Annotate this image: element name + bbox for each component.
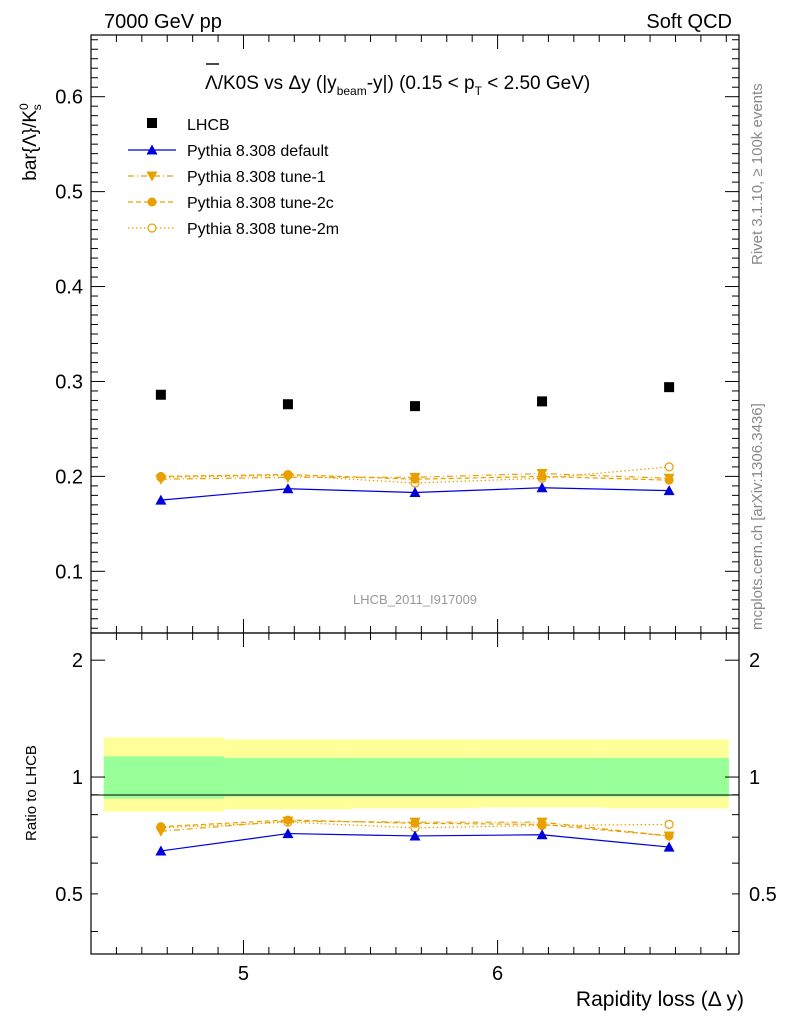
y-tick-label-0.6: 0.6 — [55, 87, 83, 109]
ratio-tick-label-right-1: 1 — [749, 767, 760, 789]
legend-entry-default: Pythia 8.308 default — [128, 143, 329, 160]
series-2-point-3 — [536, 469, 548, 480]
analysis-watermark: LHCB_2011_I917009 — [353, 592, 477, 607]
legend-marker-tune-2m — [147, 223, 157, 233]
band-inner-1 — [224, 757, 352, 797]
band-inner-0 — [103, 756, 225, 799]
legend-label-tune-1: Pythia 8.308 tune-1 — [187, 169, 326, 186]
ratio-plot-frame — [90, 632, 740, 955]
y-axis-label: bar{Λ}/K0s — [17, 103, 44, 181]
series-4-ratio-line — [160, 821, 670, 829]
header-left: 7000 GeV pp — [104, 11, 222, 33]
legend-label-lhcb: LHCB — [187, 117, 230, 134]
band-inner-4 — [605, 757, 729, 797]
y-tick-label-0.3: 0.3 — [55, 371, 83, 393]
ratio-tick-label-left-1: 1 — [72, 767, 83, 789]
legend-marker-lhcb — [147, 118, 157, 128]
ratio-tick-label-right-0.5: 0.5 — [749, 884, 777, 906]
series-4-point-4 — [664, 462, 674, 472]
legend-entry-tune-2c: Pythia 8.308 tune-2c — [128, 195, 334, 212]
series-1-point-0 — [155, 494, 167, 505]
y-tick-label-0.5: 0.5 — [55, 182, 83, 204]
series-2-point-1 — [282, 472, 294, 483]
plot-title: Λ/K0S vs Δy (|ybeam-y|) (0.15 < pT < 2.5… — [205, 63, 590, 98]
y-tick-label-0.2: 0.2 — [55, 466, 83, 488]
y-tick-label-0.1: 0.1 — [55, 561, 83, 583]
legend-label-default: Pythia 8.308 default — [187, 143, 329, 160]
legend-label-tune-2m: Pythia 8.308 tune-2m — [187, 221, 339, 238]
series-markers — [155, 382, 675, 856]
series-0-point-0 — [155, 389, 166, 400]
series-1-point-4 — [663, 485, 675, 496]
side-text-rivet: Rivet 3.1.10, ≥ 100k events — [749, 83, 766, 265]
legend-entry-lhcb: LHCB — [147, 117, 230, 134]
series-1-point-1 — [282, 483, 294, 494]
series-1-point-3 — [536, 482, 548, 493]
series-1-ratio-point-0 — [155, 845, 167, 856]
series-1-ratio-point-3 — [536, 829, 548, 840]
series-2-ratio-point-0 — [155, 826, 167, 837]
series-0-point-3 — [537, 396, 548, 407]
legend-entry-tune-2m: Pythia 8.308 tune-2m — [128, 221, 339, 238]
series-2-point-4 — [663, 473, 675, 484]
legend-entry-tune-1: Pythia 8.308 tune-1 — [128, 169, 326, 186]
series-1-ratio-point-1 — [282, 828, 294, 839]
series-3-line — [160, 473, 670, 481]
series-2-point-0 — [155, 474, 167, 485]
ratio-tick-label-left-2: 2 — [72, 650, 83, 672]
legend-marker-default — [146, 144, 158, 155]
series-2-ratio-point-1 — [282, 816, 294, 827]
axis-ticks: 0.1 0.2 0.3 0.4 0.5 0.6 5 6 0.5 0.5 1 1 2 2 — [55, 35, 777, 985]
x-axis-label: Rapidity loss (Δ y) — [576, 988, 744, 1011]
y-tick-label-0.4: 0.4 — [55, 277, 83, 299]
x-tick-label-6: 6 — [492, 963, 503, 985]
header-right: Soft QCD — [646, 11, 732, 33]
series-0-point-2 — [410, 401, 420, 412]
series-2-ratio-point-3 — [536, 817, 548, 828]
ratio-tick-label-right-2: 2 — [749, 650, 760, 672]
x-tick-label-5: 5 — [238, 963, 249, 985]
series-2-ratio-point-4 — [663, 831, 675, 842]
series-4-ratio-point-4 — [664, 819, 674, 830]
series-3-ratio-line — [160, 819, 670, 837]
legend-label-tune-2c: Pythia 8.308 tune-2c — [187, 195, 334, 212]
band-inner-2 — [351, 757, 479, 797]
series-0-point-4 — [664, 382, 675, 393]
band-inner-3 — [478, 757, 606, 797]
legend-marker-tune-1 — [146, 171, 158, 182]
ratio-uncertainty-bands — [103, 737, 729, 812]
side-text-mcplots: mcplots.cern.ch [arXiv:1306.3436] — [749, 403, 766, 630]
series-1-ratio-point-4 — [663, 841, 675, 852]
ratio-y-axis-label: Ratio to LHCB — [23, 745, 40, 841]
ratio-tick-label-left-0.5: 0.5 — [55, 884, 83, 906]
series-2-ratio-point-2 — [409, 817, 421, 828]
series-4-line — [160, 466, 670, 484]
series-2-point-2 — [409, 472, 421, 483]
series-0-point-1 — [282, 399, 293, 410]
series-1-ratio-point-2 — [409, 830, 421, 841]
legend: LHCB Pythia 8.308 default Pythia 8.308 t… — [128, 117, 339, 238]
title-text: Λ/K0S vs Δy (|ybeam-y|) (0.15 < pT < 2.5… — [205, 73, 590, 98]
series-1-point-2 — [409, 487, 421, 498]
legend-marker-tune-2c — [147, 197, 157, 207]
